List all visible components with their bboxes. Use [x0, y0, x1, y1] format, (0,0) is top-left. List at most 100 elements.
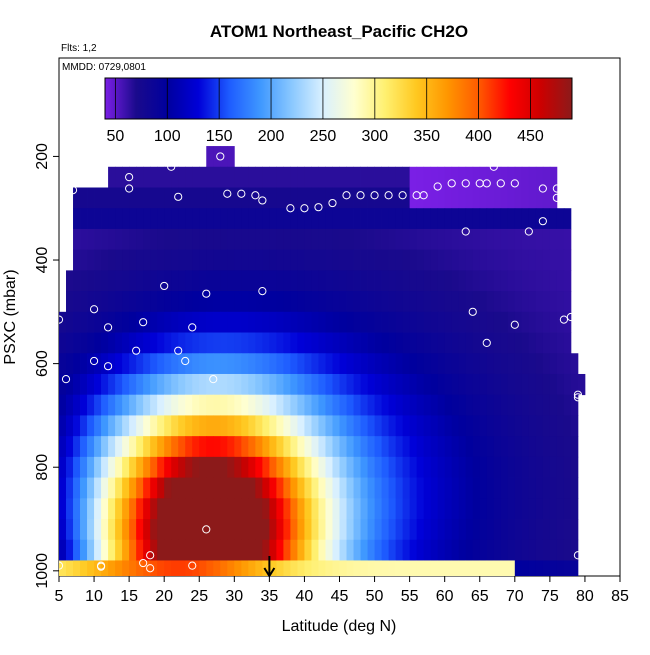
heatmap-cell: [395, 415, 404, 437]
heatmap-cell: [150, 539, 158, 561]
heatmap-cell: [479, 394, 488, 416]
heatmap-cell: [87, 415, 95, 437]
heatmap-cell: [276, 436, 284, 458]
heatmap-cell: [101, 373, 109, 396]
heatmap-cell: [59, 353, 67, 375]
heatmap-cell: [241, 477, 249, 499]
heatmap-cell: [500, 187, 509, 209]
heatmap-cell: [241, 208, 249, 230]
x-tick-label: 30: [225, 588, 243, 605]
heatmap-cell: [178, 332, 186, 354]
heatmap-cell: [164, 228, 172, 251]
heatmap-cell: [528, 415, 537, 437]
heatmap-cell: [143, 456, 151, 478]
sample-point: [468, 307, 477, 316]
heatmap-cell: [220, 477, 228, 499]
heatmap-cell: [248, 311, 256, 333]
heatmap-cell: [157, 456, 165, 478]
heatmap-cell: [269, 249, 277, 271]
heatmap-cell: [465, 394, 474, 416]
heatmap-cell: [528, 208, 537, 230]
heatmap-cell: [451, 228, 460, 251]
heatmap-cell: [157, 311, 165, 333]
heatmap-cell: [115, 291, 123, 313]
heatmap-cell: [304, 456, 312, 478]
heatmap-cell: [346, 208, 354, 230]
heatmap-cell: [122, 539, 130, 561]
heatmap-cell: [255, 270, 263, 292]
heatmap-cell: [381, 187, 389, 209]
heatmap-cell: [444, 394, 453, 416]
heatmap-cell: [465, 373, 474, 396]
heatmap-cell: [87, 539, 95, 561]
heatmap-cell: [493, 249, 502, 271]
heatmap-cell: [325, 415, 333, 437]
heatmap-cell: [367, 456, 375, 478]
heatmap-cell: [444, 539, 453, 561]
heatmap-cell: [311, 166, 319, 188]
heatmap-cell: [311, 208, 319, 230]
heatmap-cell: [416, 560, 425, 576]
heatmap-cell: [297, 436, 305, 458]
heatmap-cell: [549, 270, 558, 292]
heatmap-cell: [164, 373, 172, 396]
heatmap-cell: [374, 519, 382, 541]
heatmap-cell: [437, 498, 446, 520]
heatmap-cell: [395, 456, 404, 478]
heatmap-cell: [185, 311, 193, 333]
heatmap-cell: [206, 332, 214, 354]
heatmap-cell: [381, 519, 389, 541]
heatmap-cell: [402, 311, 411, 333]
heatmap-cell: [108, 539, 116, 561]
heatmap-cell: [87, 270, 95, 292]
heatmap-cell: [332, 270, 340, 292]
heatmap-cell: [339, 560, 347, 576]
heatmap-cell: [136, 332, 144, 354]
heatmap-cell: [80, 519, 88, 541]
heatmap-cell: [80, 187, 88, 209]
heatmap-cell: [507, 477, 516, 499]
heatmap-cell: [178, 311, 186, 333]
heatmap-cell: [465, 208, 474, 230]
heatmap-cell: [304, 477, 312, 499]
heatmap-cell: [430, 332, 439, 354]
heatmap-cell: [570, 353, 579, 375]
heatmap-cell: [171, 353, 179, 375]
heatmap-cell: [192, 270, 200, 292]
heatmap-cell: [416, 166, 425, 188]
heatmap-cell: [430, 477, 439, 499]
heatmap-cell: [430, 311, 439, 333]
heatmap-cell: [164, 539, 172, 561]
heatmap-cell: [549, 208, 558, 230]
sample-point: [328, 198, 337, 208]
heatmap-cell: [409, 477, 418, 499]
heatmap-cell: [66, 560, 74, 576]
sample-point: [59, 561, 64, 570]
heatmap-cell: [367, 436, 375, 458]
heatmap-cell: [325, 311, 333, 333]
heatmap-cell: [549, 249, 558, 271]
heatmap-cell: [262, 436, 270, 458]
heatmap-cell: [486, 187, 495, 209]
heatmap-cell: [234, 353, 242, 375]
heatmap-cell: [472, 166, 481, 188]
heatmap-cell: [80, 415, 88, 437]
heatmap-cell: [472, 187, 481, 209]
heatmap-cell: [73, 373, 81, 396]
heatmap-cell: [171, 291, 179, 313]
heatmap-cell: [500, 353, 509, 375]
heatmap-cell: [444, 208, 453, 230]
heatmap-cell: [451, 560, 460, 576]
sample-point: [146, 551, 155, 560]
heatmap-cell: [185, 539, 193, 561]
heatmap-cell: [122, 394, 130, 416]
heatmap-cell: [199, 394, 207, 416]
heatmap-cell: [458, 373, 467, 396]
heatmap-cell: [255, 539, 263, 561]
heatmap-cell: [318, 311, 326, 333]
heatmap-cell: [346, 373, 354, 396]
heatmap-cell: [234, 249, 242, 271]
heatmap-cell: [332, 477, 340, 499]
heatmap-cell: [206, 208, 214, 230]
heatmap-cell: [248, 270, 256, 292]
